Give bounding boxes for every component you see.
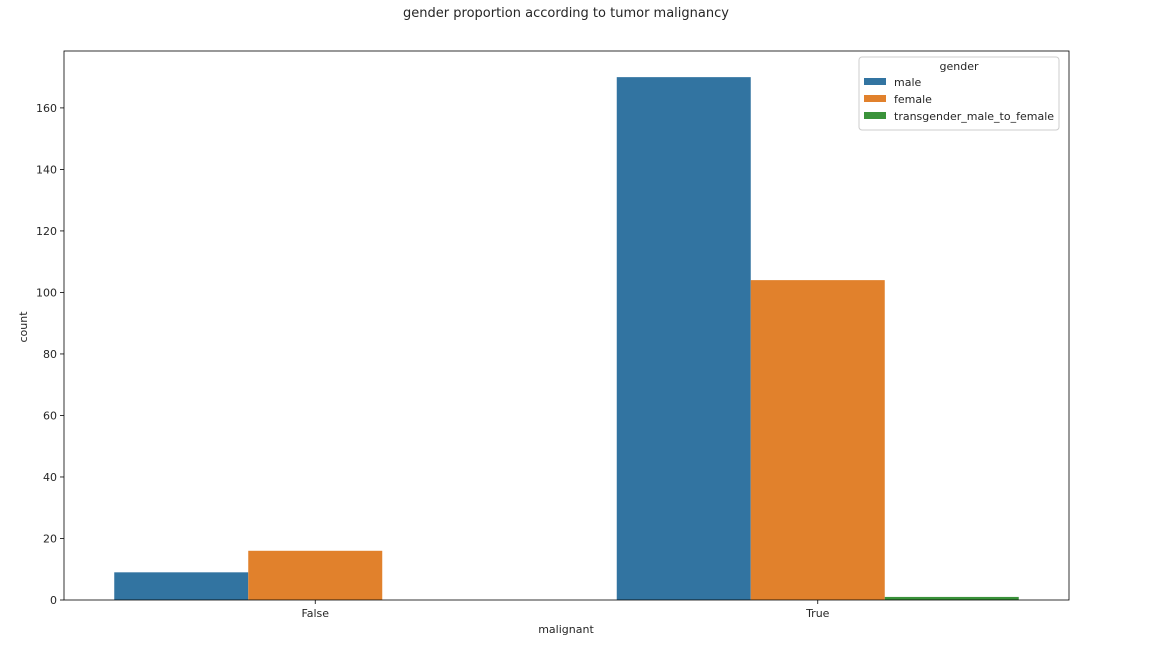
legend-box <box>858 56 1060 131</box>
bar-male-False <box>114 572 249 600</box>
y-axis-label: count <box>17 311 30 343</box>
legend-swatch-female <box>864 95 886 102</box>
plot-frame <box>63 50 1070 601</box>
legend-label-transgender_male_to_female: transgender_male_to_female <box>894 110 1054 123</box>
legend-swatch-male <box>864 78 886 85</box>
y-tick-label: 80 <box>43 348 57 361</box>
legend: gender male female transgender_male_to_fema… <box>858 56 1060 131</box>
y-tick-label: 40 <box>43 471 57 484</box>
y-tick-label: 160 <box>36 102 57 115</box>
bar-male-True <box>616 77 751 600</box>
y-tick-label: 0 <box>50 594 57 607</box>
y-tick-label: 120 <box>36 225 57 238</box>
legend-title: gender <box>940 60 979 73</box>
plot-area: 0 20 40 60 80 100 120 140 160 False True <box>36 50 1070 620</box>
y-tick-label: 60 <box>43 409 57 422</box>
y-tick-label: 100 <box>36 286 57 299</box>
legend-label-male: male <box>894 76 922 89</box>
legend-label-female: female <box>894 93 932 106</box>
bar-transgender_male_to_female-True <box>884 596 1019 600</box>
y-tick-label: 20 <box>43 532 57 545</box>
x-tick-label: True <box>805 607 830 620</box>
bar-female-False <box>248 550 383 600</box>
chart-title: gender proportion according to tumor mal… <box>403 6 729 21</box>
legend-swatch-transgender_male_to_female <box>864 112 886 119</box>
x-tick-label: False <box>301 607 329 620</box>
y-tick-label: 140 <box>36 163 57 176</box>
x-axis-label: malignant <box>538 623 594 636</box>
bar-female-True <box>750 280 885 600</box>
